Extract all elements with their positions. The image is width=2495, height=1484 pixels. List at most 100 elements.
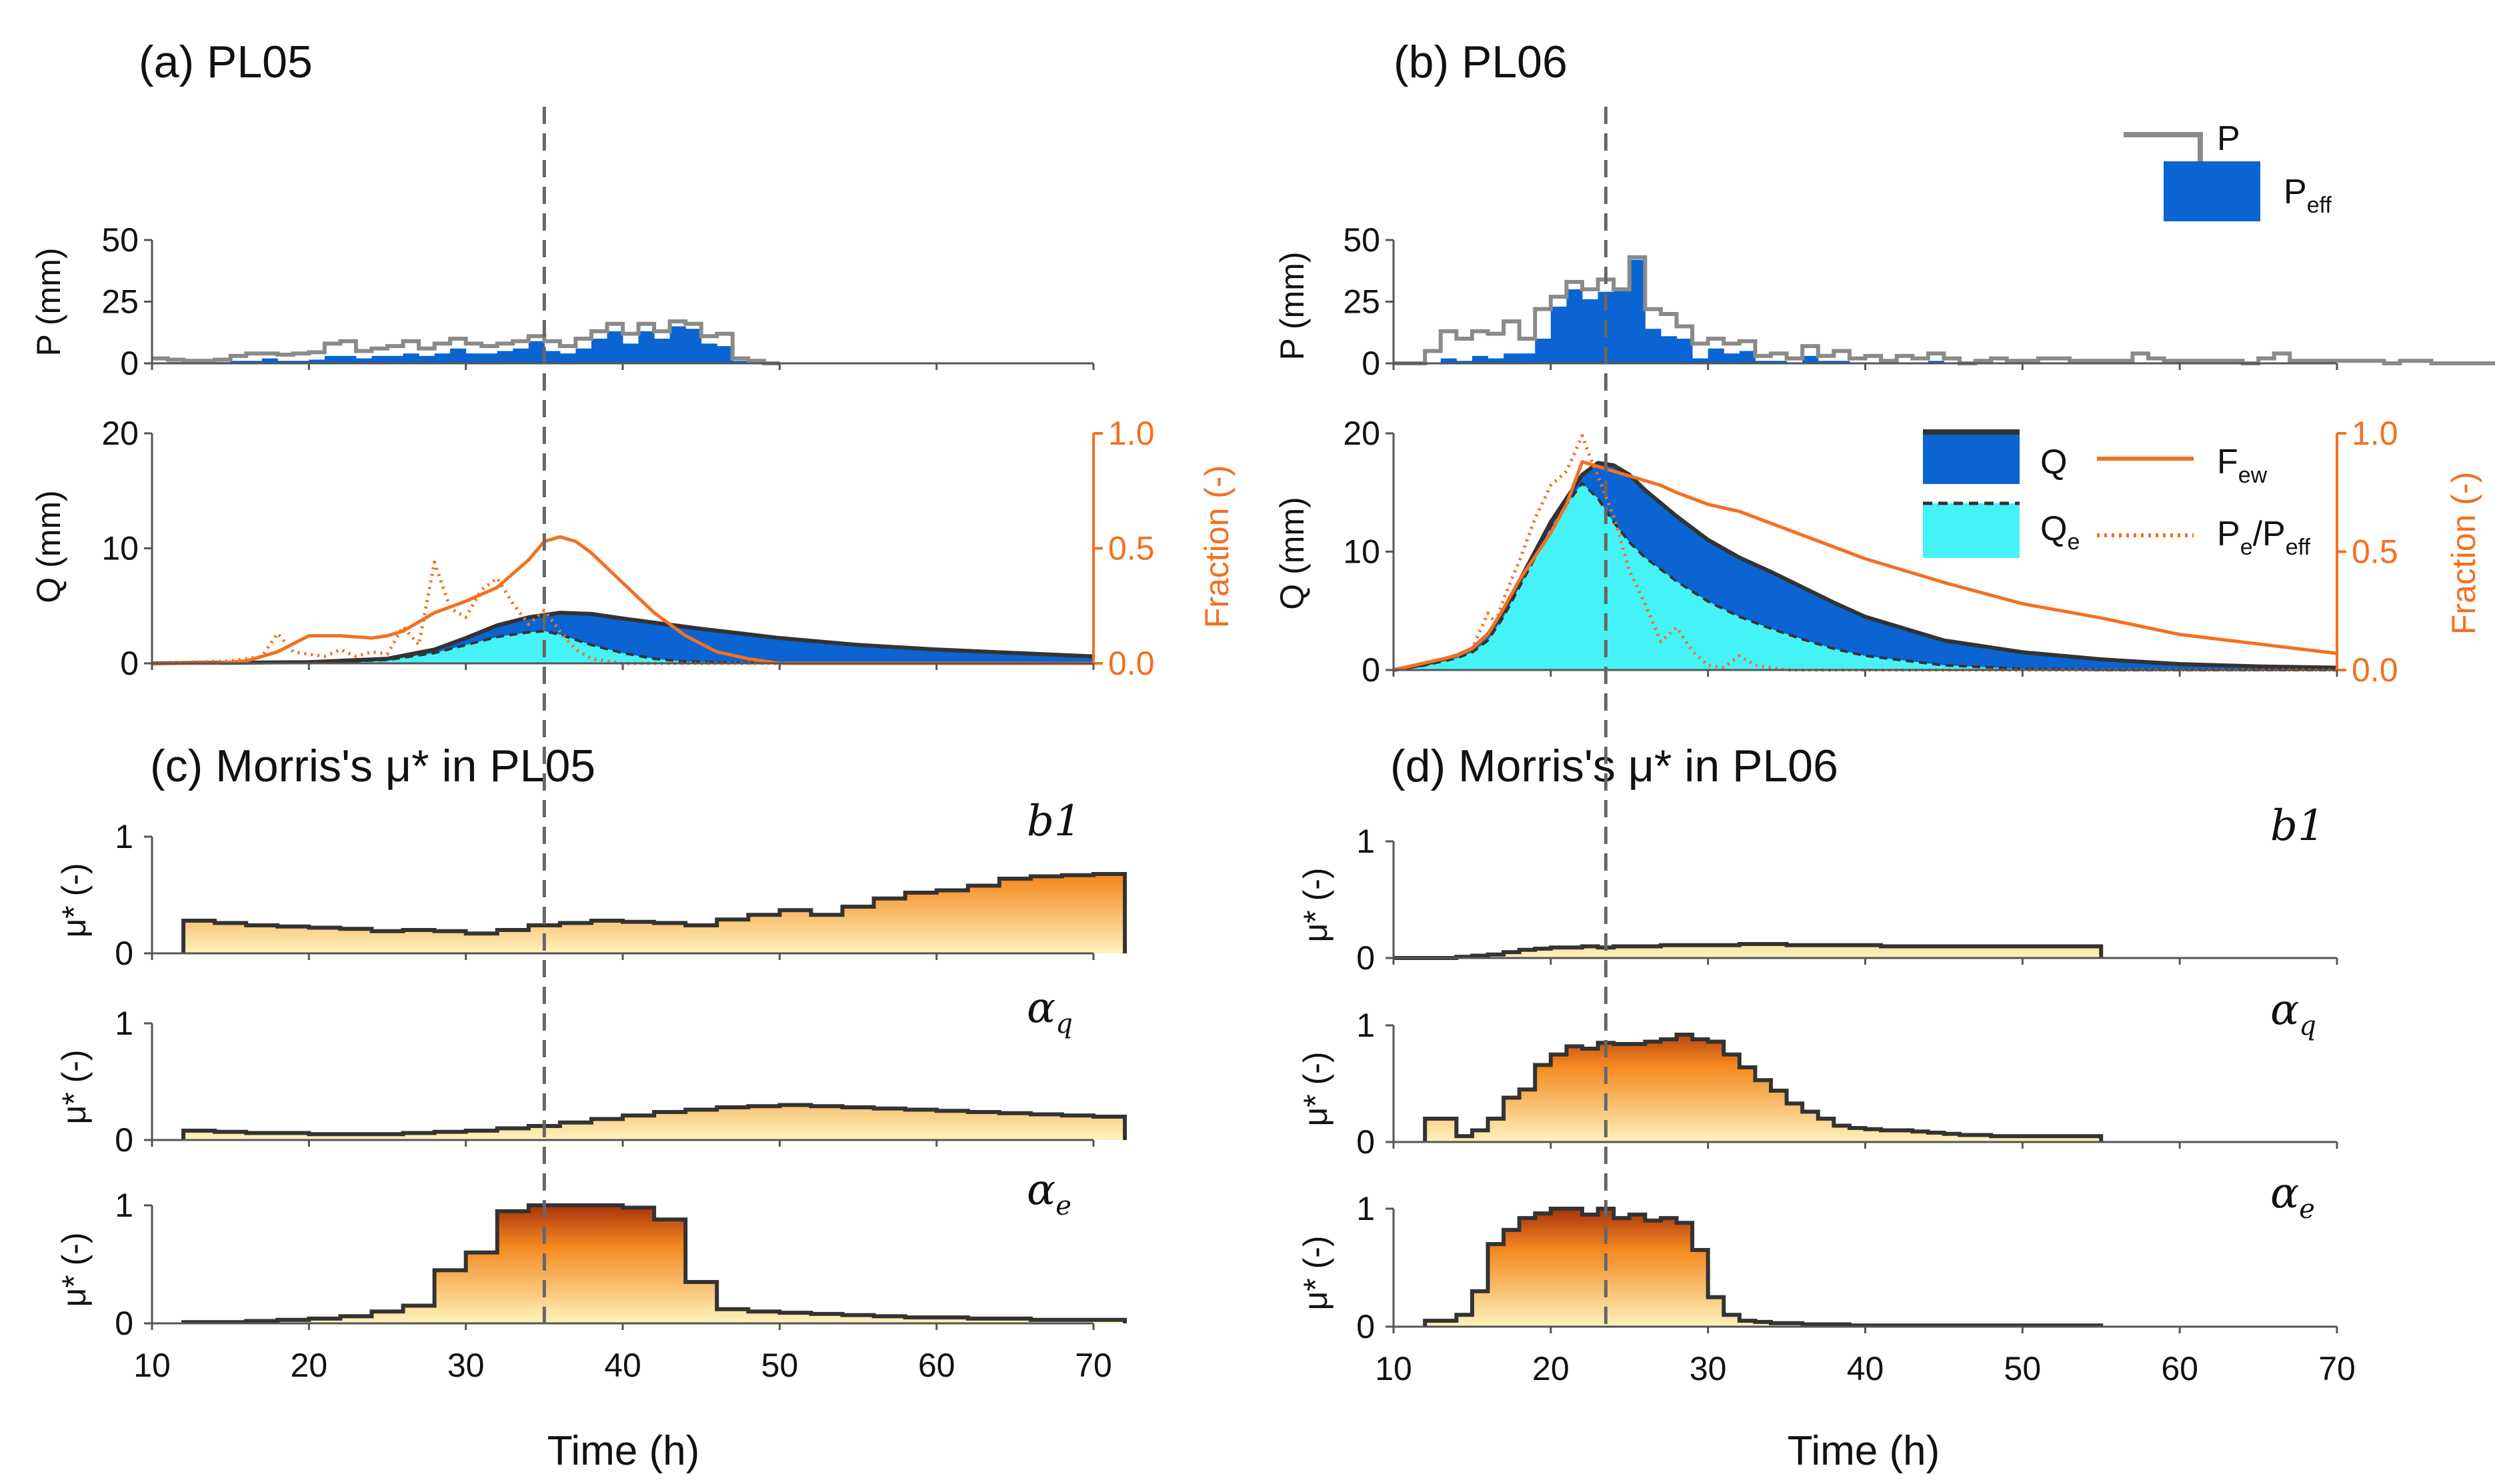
peff-bar (355, 358, 372, 363)
mu-step-line (1394, 942, 2104, 960)
peff-bar (419, 355, 435, 363)
peff-bar (230, 361, 247, 363)
legend-peff-label: Peff (2284, 173, 2332, 218)
flow-ytick-label: 0 (1362, 651, 1380, 689)
mu-fill (183, 1205, 1125, 1323)
mu-ytick-label: 0 (1356, 939, 1375, 977)
flow-plot-pl06: 0 10 20 0.0 0.5 1.0 Q (mm) Fraction (-) (1274, 415, 2482, 689)
peff-bar (1928, 361, 1944, 363)
param-sub: q (1055, 1009, 1073, 1039)
mu-ytick-label: 1 (1356, 1190, 1375, 1227)
panel-title-a: (a) PL05 (139, 37, 313, 87)
x-tick-label: 70 (2318, 1350, 2356, 1387)
peff-bar (685, 329, 702, 363)
precip-plot-pl05: 0 25 50 P (mm) (30, 221, 1095, 382)
mu-plot-alpha-q: 0 1 μ* (-) αq (55, 983, 1127, 1159)
param-sub: q (2299, 1011, 2316, 1041)
legend-p-label: P (2217, 119, 2240, 158)
flow-ytick-label: 10 (101, 530, 139, 567)
mu-plot-b1: 0 1 μ* (-) b1 (1297, 801, 2338, 977)
fraction-ytick-label: 1.0 (2352, 415, 2398, 452)
peff-bar (1566, 289, 1583, 363)
legend-few-label: Few (2217, 443, 2268, 488)
peff-bar (1708, 348, 1724, 363)
peff-bar (717, 346, 733, 363)
mu-step-line (181, 1103, 1127, 1140)
legend-q-label: Q (2040, 443, 2067, 481)
pe-peff-line (1393, 434, 2337, 672)
fraction-ylabel-pl06: Fraction (-) (2445, 472, 2482, 635)
flow-axes-pl06: 0 10 20 0.0 0.5 1.0 (1343, 415, 2398, 689)
peff-bar (591, 339, 607, 363)
flow-ytick-label: 10 (1343, 533, 1380, 571)
mu-ytick-label: 0 (115, 935, 133, 972)
peff-bar (1550, 306, 1567, 363)
mu-ylabel: μ* (-) (1297, 1235, 1334, 1310)
peff-bar (1755, 361, 1772, 363)
flow-ylabel-pl05: Q (mm) (30, 490, 67, 603)
mu-fill (183, 874, 1125, 953)
flow-series-pl05 (151, 535, 1094, 665)
peff-bar (1676, 339, 1693, 363)
qe-area (152, 631, 1093, 663)
p-step-line (1394, 255, 2495, 365)
peff-bar (1818, 361, 1834, 363)
panel-title-b: (b) PL06 (1394, 37, 1568, 87)
x-tick-label: 60 (2161, 1350, 2198, 1387)
mu-ylabel: μ* (-) (55, 1049, 93, 1124)
mu-fill (1425, 1035, 2102, 1142)
peff-bar (575, 348, 592, 363)
mu-step-line (1423, 1207, 2104, 1328)
peff-bar (387, 355, 404, 363)
peff-bar (1519, 353, 1536, 363)
precip-plot-pl06: 0 25 50 P (mm) (1274, 221, 2495, 382)
flow-plot-pl05: 0 10 20 0.0 0.5 1.0 Q (mm) Fraction (-) (30, 415, 1235, 682)
mu-ytick-label: 0 (115, 1121, 133, 1159)
fraction-ytick-label: 0.0 (1108, 645, 1155, 682)
x-axis-title-pl06: Time (h) (1788, 1428, 1940, 1474)
flow-axes-pl05: 0 10 20 0.0 0.5 1.0 (101, 415, 1154, 682)
peff-bar (1660, 336, 1677, 363)
peff-bar (481, 353, 498, 363)
precip-axes-pl06: 0 25 50 (1343, 221, 2338, 382)
peff-bar (1472, 355, 1488, 363)
x-tick-label: 40 (1847, 1350, 1884, 1387)
legend-qe-swatch (1923, 503, 2020, 558)
param-main: α (2270, 985, 2299, 1035)
mu-step-line (181, 1203, 1127, 1325)
legend-peff-swatch (2164, 161, 2260, 221)
fraction-ytick-label: 0.5 (2352, 533, 2398, 571)
flow-ytick-label: 20 (101, 415, 139, 452)
precip-ytick-label: 0 (120, 345, 139, 382)
precip-bars-pl06 (1394, 255, 2495, 365)
param-sub: e (1055, 1191, 1071, 1221)
param-main: α (2270, 1169, 2299, 1218)
mu-ytick-label: 1 (115, 818, 133, 855)
peff-bar (623, 343, 639, 363)
peff-bar (465, 353, 482, 363)
peff-bar (293, 361, 309, 363)
mu-param-label: b1 (1027, 797, 1081, 846)
mu-ytick-label: 1 (1356, 1007, 1375, 1044)
mu-ytick-label: 0 (1356, 1123, 1375, 1161)
mu-ytick-label: 1 (115, 1187, 133, 1224)
x-tick-label: 30 (1690, 1350, 1727, 1387)
precip-bars-pl05 (152, 319, 780, 365)
legend-qe-label: Qe (2040, 509, 2080, 555)
mu-plot-alpha-e: 0 1 μ* (-) αe 10 20 30 40 50 60 70 (55, 1165, 1127, 1384)
peff-bar (1614, 289, 1630, 363)
precip-ylabel-pl06: P (mm) (1274, 252, 1311, 361)
peff-bar (513, 348, 529, 363)
few-line (152, 535, 1093, 665)
peff-bar (1582, 299, 1599, 363)
precip-axes-pl05: 0 25 50 (101, 221, 1095, 382)
peff-bar (434, 353, 451, 363)
param-main: α (1027, 1165, 1055, 1215)
mu-param-label: b1 (2270, 801, 2325, 851)
fraction-ylabel-pl05: Fraction (-) (1198, 465, 1235, 628)
peff-bar (1535, 339, 1552, 363)
peff-bar (403, 353, 419, 363)
mu-plot-alpha-q: 0 1 μ* (-) αq (1297, 985, 2338, 1161)
